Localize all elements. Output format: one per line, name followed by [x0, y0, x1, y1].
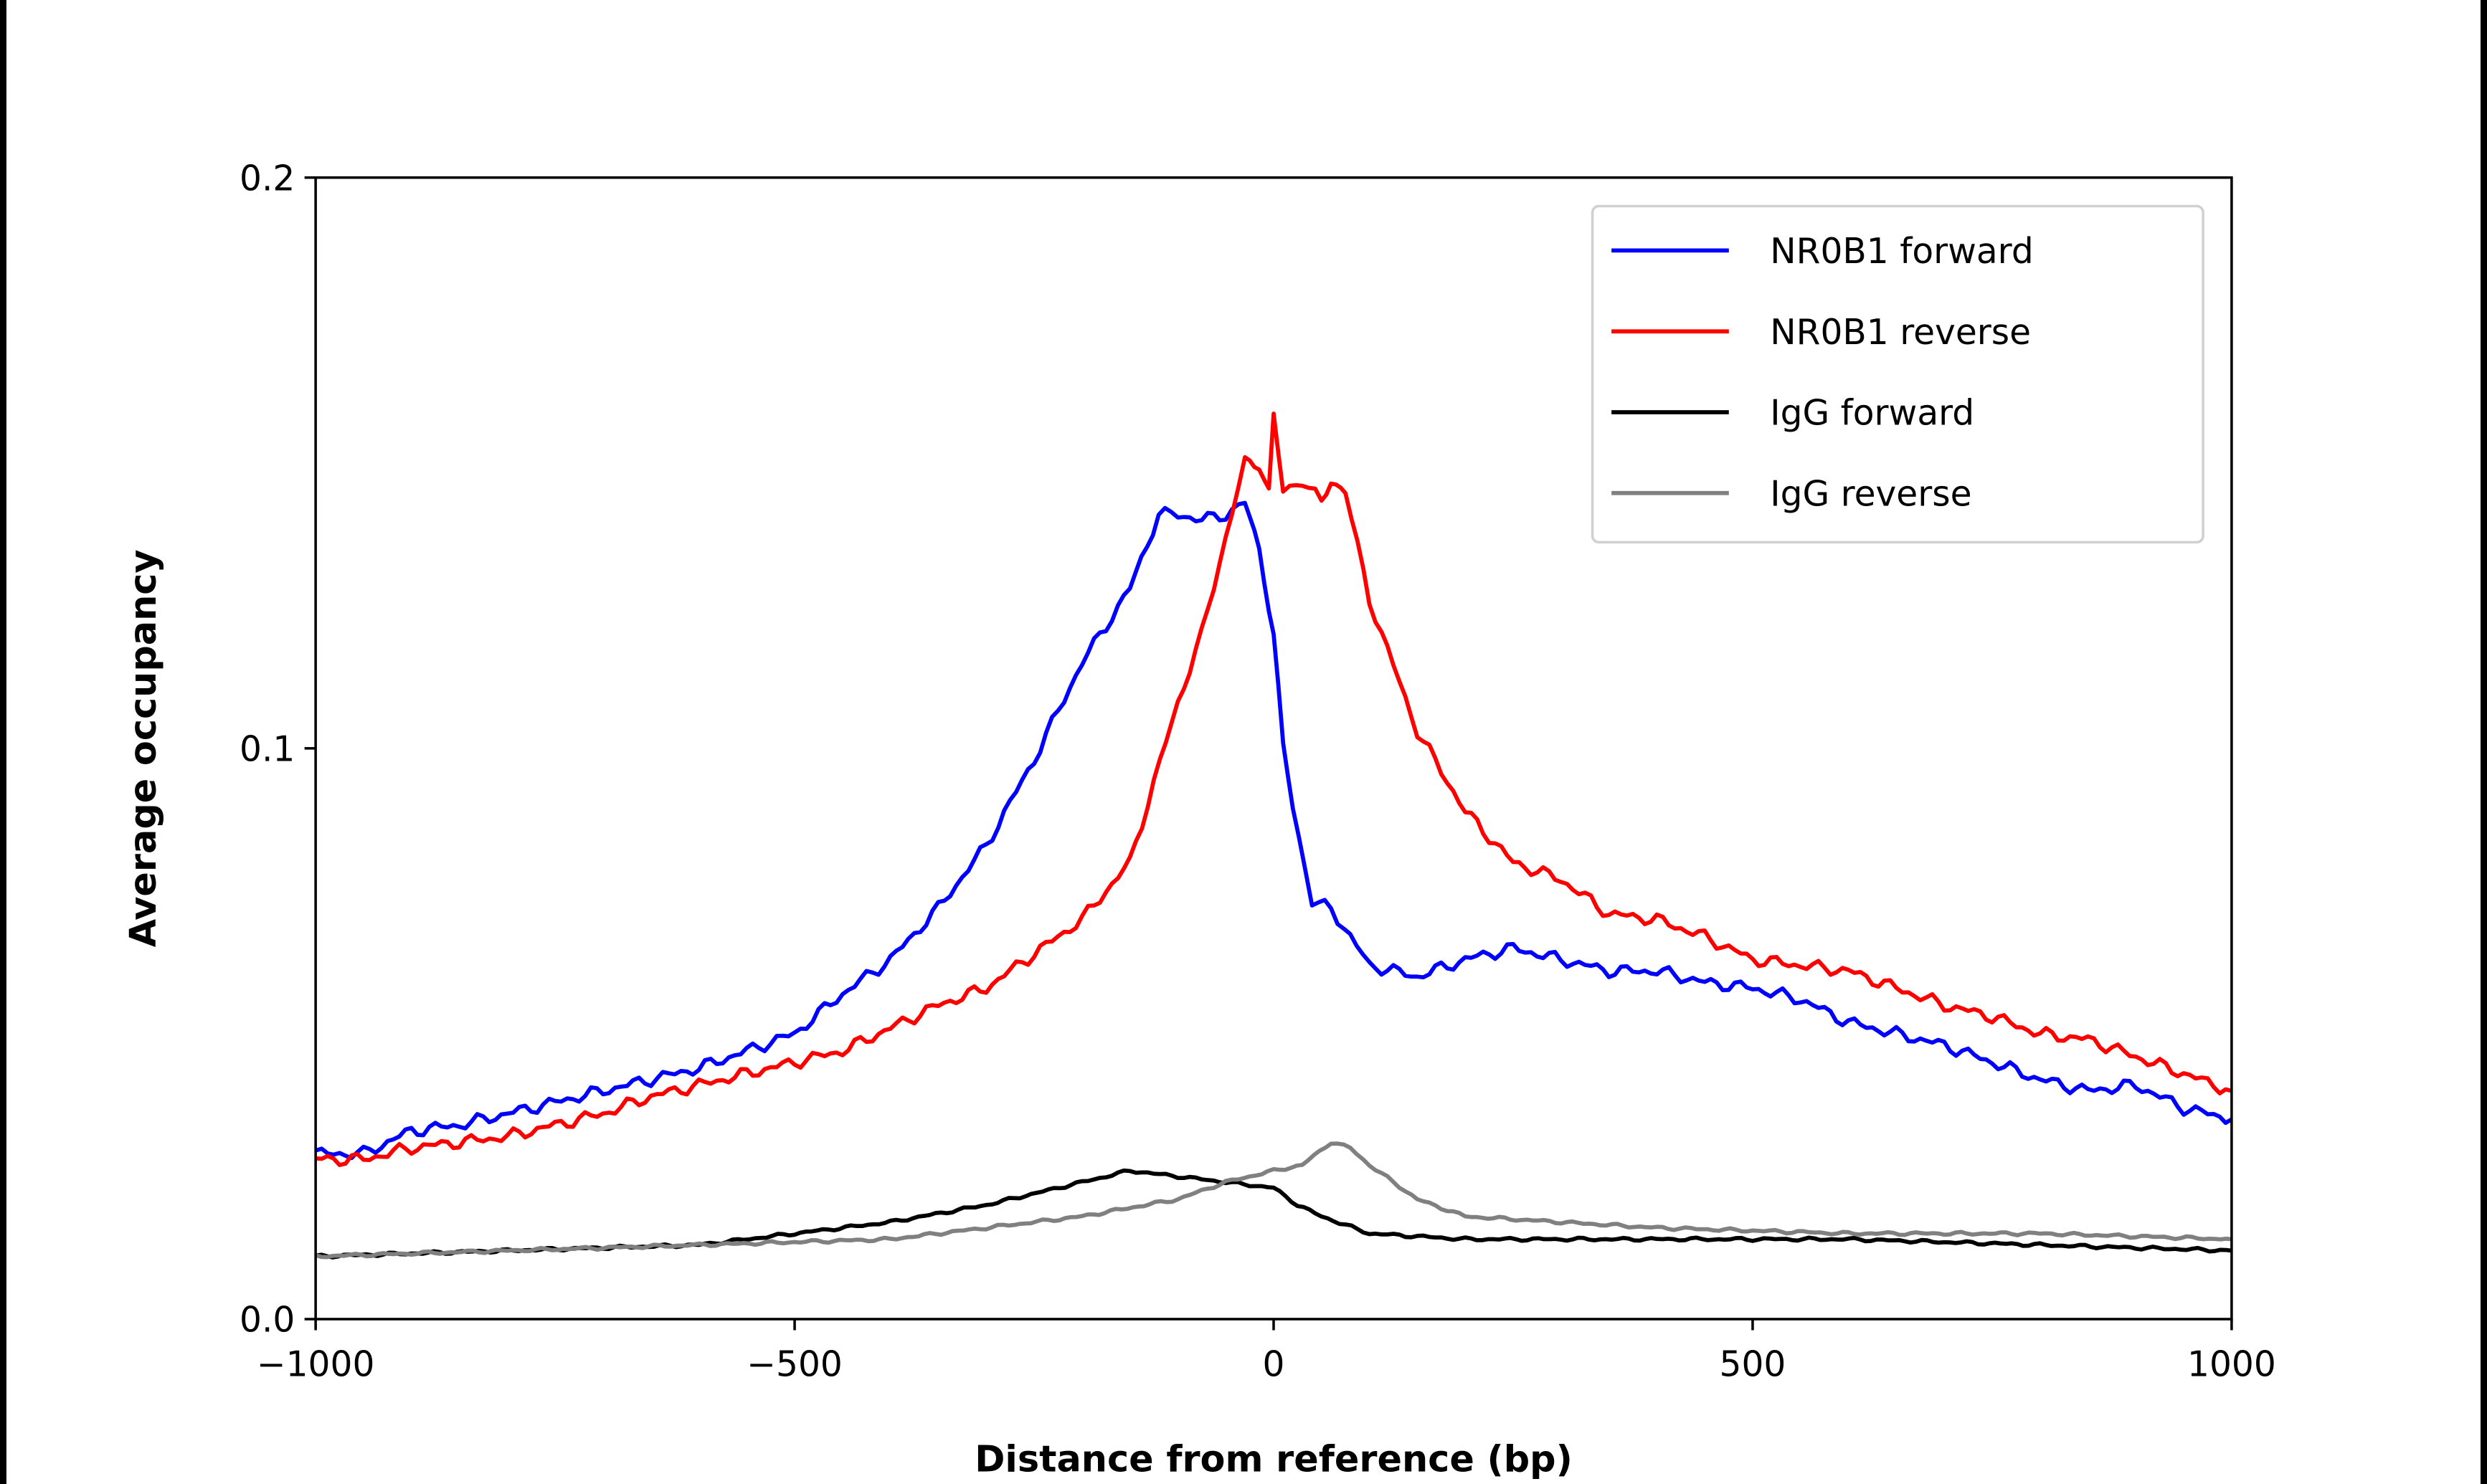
x-tick-label: 500	[1720, 1345, 1786, 1385]
series-line-nr0b1-reverse	[315, 412, 2232, 1167]
x-axis-label: Distance from reference (bp)	[975, 1437, 1573, 1480]
right-border	[2481, 0, 2487, 1484]
left-border	[0, 0, 6, 1484]
y-axis-label: Average occupancy	[122, 549, 164, 947]
x-tick-label: −1000	[257, 1345, 375, 1385]
legend-box	[1591, 204, 2204, 544]
legend-label: NR0B1 reverse	[1770, 313, 2031, 353]
legend: NR0B1 forward NR0B1 reverse IgG forward IgG…	[1591, 204, 2204, 544]
legend-label: IgG forward	[1770, 394, 1974, 434]
legend-label: IgG reverse	[1770, 474, 1971, 514]
x-tick-label: 1000	[2187, 1345, 2276, 1385]
series-lines	[315, 412, 2233, 1260]
x-axis: −1000 −500 0 500 1000	[257, 1319, 2276, 1385]
series-line-igg-forward	[315, 1168, 2232, 1260]
x-tick-label: 0	[1263, 1345, 1285, 1385]
series-line-igg-reverse	[315, 1141, 2232, 1260]
x-tick-label: −500	[747, 1345, 843, 1385]
y-tick-label: 0.1	[240, 730, 295, 770]
y-tick-label: 0.2	[240, 158, 295, 199]
y-tick-label: 0.0	[240, 1300, 295, 1341]
y-axis: 0.0 0.1 0.2	[240, 158, 316, 1341]
legend-label: NR0B1 forward	[1770, 232, 2033, 272]
series-line-nr0b1-forward	[315, 500, 2233, 1161]
